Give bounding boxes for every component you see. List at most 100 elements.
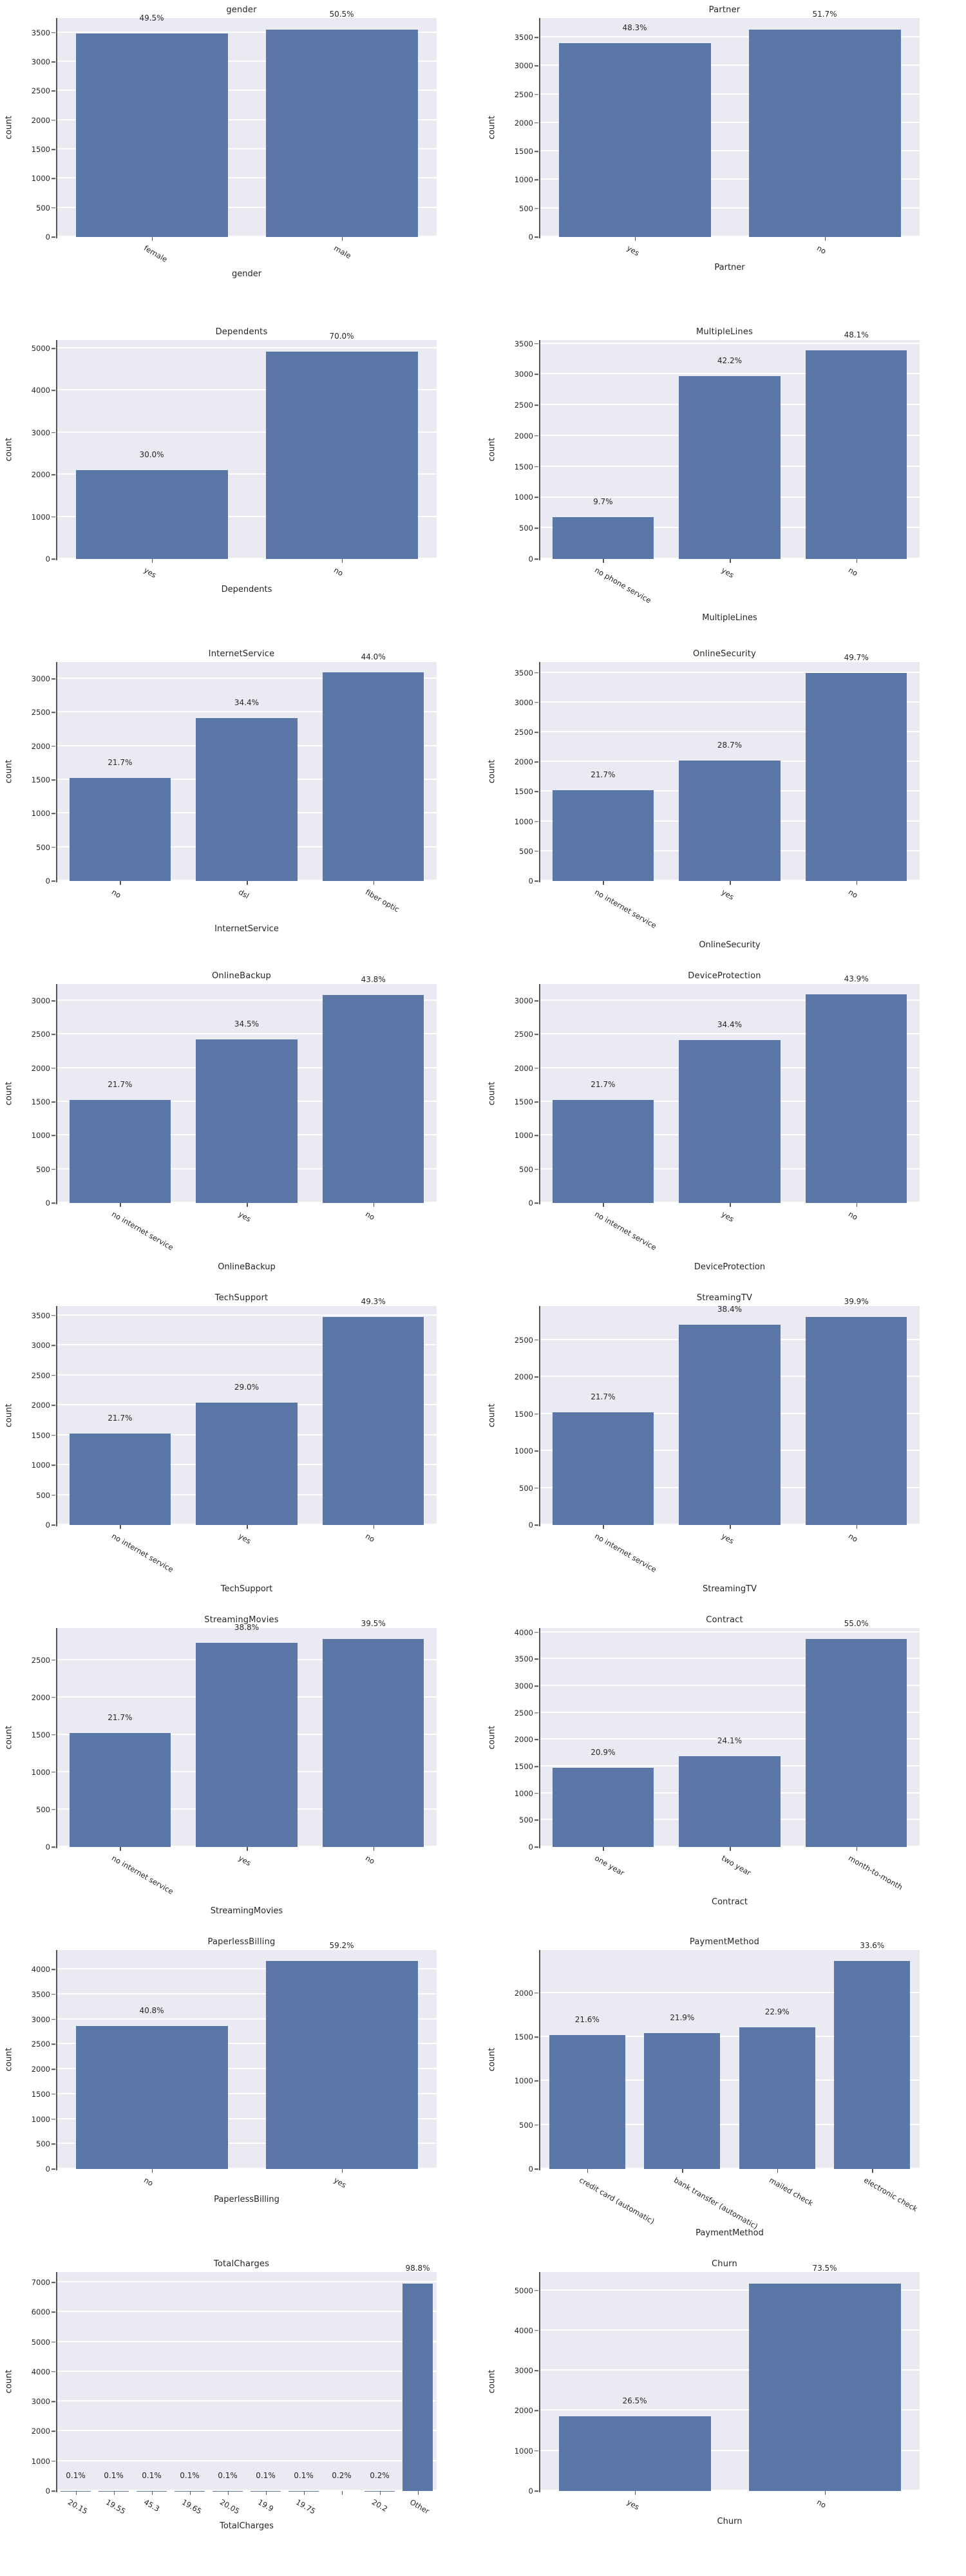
- y-tick-mark: [52, 178, 55, 180]
- y-tick-label: 0: [45, 232, 50, 242]
- gridline: [540, 2168, 920, 2169]
- bar-value-label: 34.4%: [234, 697, 260, 707]
- y-tick-label: 5000: [31, 2337, 50, 2347]
- bar: [69, 1434, 171, 1525]
- y-tick-mark: [52, 1315, 55, 1316]
- y-tick-label: 3000: [31, 2397, 50, 2407]
- y-tick-mark: [535, 122, 538, 124]
- bar-value-label: 73.5%: [812, 2263, 837, 2273]
- gridline: [540, 150, 920, 152]
- y-axis-label: count: [4, 1081, 14, 1106]
- x-tick-mark: [120, 1203, 121, 1207]
- y-tick-label: 3000: [514, 2366, 533, 2376]
- x-tick-label: yes: [332, 2175, 348, 2190]
- x-tick-label: no: [363, 1531, 377, 1544]
- y-axis: 0 1000 2000 3000 4000 5000: [483, 2272, 540, 2496]
- chart-panel-multiplelines: MultipleLines 9.7% 42.2% 48.1% 0 500 1000 1500 2…: [483, 322, 966, 644]
- y-tick-label: 4000: [31, 386, 50, 395]
- bar: [679, 1325, 781, 1525]
- bar-value-label: 43.9%: [844, 974, 869, 984]
- bar-value-label: 21.7%: [108, 758, 133, 768]
- y-axis-spine: [56, 662, 57, 882]
- x-axis-label: PaymentMethod: [696, 2228, 764, 2238]
- chart-cell: MultipleLines 9.7% 42.2% 48.1% 0 500 1000 1500 2…: [483, 322, 966, 644]
- y-tick-label: 2500: [31, 2040, 50, 2049]
- y-tick-mark: [52, 2069, 55, 2070]
- x-tick-label: credit card (automatic): [577, 2175, 656, 2226]
- chart-cell: StreamingTV 21.7% 38.4% 39.9% 0 500 1000 1500 20…: [483, 1288, 966, 1610]
- x-tick-mark: [303, 2491, 305, 2495]
- x-axis-label: OnlineSecurity: [699, 940, 761, 950]
- chart-title: Partner: [708, 5, 741, 15]
- y-tick-mark: [52, 1168, 55, 1170]
- y-tick-label: 2500: [31, 1655, 50, 1665]
- chart-panel-partner: Partner 48.3% 51.7% 0 500 1000 1500 2000 2500 300…: [483, 0, 966, 322]
- chart-title: Dependents: [215, 327, 268, 337]
- y-tick-label: 1000: [514, 1446, 533, 1456]
- chart-title: gender: [226, 5, 257, 15]
- x-tick-label: 20.15: [66, 2497, 90, 2516]
- plot-area: 21.7% 29.0% 49.3%: [57, 1297, 437, 1525]
- bar-series: 49.5% 50.5%: [57, 10, 437, 237]
- x-tick-mark: [824, 2491, 826, 2495]
- x-tick-mark: [777, 2169, 779, 2173]
- y-tick-label: 5000: [31, 344, 50, 354]
- y-tick-mark: [535, 2330, 538, 2331]
- y-tick-mark: [52, 846, 55, 848]
- y-tick-label: 3500: [514, 668, 533, 677]
- x-tick-mark: [113, 2491, 115, 2495]
- x-tick-label: no internet service: [593, 887, 659, 931]
- y-tick-label: 3000: [31, 2014, 50, 2024]
- chart-panel-paperlessbilling: PaperlessBilling 40.8% 59.2% 0 500 1000 1500 20…: [0, 1932, 483, 2254]
- gridline: [540, 121, 920, 123]
- bar-value-label: 34.5%: [234, 1019, 260, 1028]
- bar: [558, 2416, 711, 2491]
- gridline: [57, 2459, 437, 2461]
- y-tick-mark: [52, 1405, 55, 1406]
- x-tick-label: yes: [142, 565, 158, 580]
- bar: [364, 2490, 395, 2491]
- bar-value-label: 50.5%: [329, 9, 354, 19]
- gridline: [540, 731, 920, 733]
- x-tick-label: no internet service: [110, 1209, 176, 1253]
- chart-title: PaperlessBilling: [207, 1937, 276, 1947]
- y-tick-label: 2000: [514, 118, 533, 128]
- bar: [679, 1039, 781, 1203]
- x-tick-label: month-to-month: [846, 1853, 904, 1892]
- y-tick-mark: [52, 1524, 55, 1526]
- x-tick-mark: [265, 2491, 267, 2495]
- bar-series: 21.7% 34.4% 43.9%: [540, 974, 920, 1203]
- y-tick-label: 2500: [514, 90, 533, 99]
- bar: [196, 1642, 298, 1847]
- y-tick-mark: [535, 1766, 538, 1767]
- y-tick-mark: [535, 1101, 538, 1103]
- x-tick-mark: [856, 559, 858, 563]
- gridline: [57, 2370, 437, 2372]
- bar: [806, 1317, 907, 1525]
- y-tick-label: 0: [45, 876, 50, 886]
- y-tick-mark: [52, 149, 55, 150]
- x-axis-label: Partner: [714, 263, 745, 273]
- y-tick-mark: [52, 119, 55, 121]
- y-tick-mark: [52, 2490, 55, 2492]
- x-tick-mark: [151, 2491, 153, 2495]
- chart-panel-streamingtv: StreamingTV 21.7% 38.4% 39.9% 0 500 1000 1500 20…: [483, 1288, 966, 1610]
- bar-value-label: 30.0%: [139, 450, 164, 459]
- y-tick-mark: [52, 1135, 55, 1137]
- x-axis-label: Contract: [712, 1897, 748, 1907]
- y-axis-label: count: [487, 759, 497, 784]
- bar: [265, 351, 418, 559]
- bar-value-label: 0.2%: [370, 2470, 390, 2480]
- y-tick-label: 3000: [514, 697, 533, 707]
- gridlines: [57, 18, 437, 237]
- bar-value-label: 21.7%: [591, 1080, 616, 1090]
- y-tick-mark: [52, 2118, 55, 2120]
- y-tick-mark: [535, 761, 538, 762]
- bar-value-label: 43.8%: [361, 974, 386, 984]
- x-tick-label: yes: [720, 1531, 736, 1546]
- bar-value-label: 0.1%: [180, 2470, 200, 2480]
- chart-cell: Contract 20.9% 24.1% 55.0% 0 500 1000 1500 2000 2…: [483, 1610, 966, 1932]
- x-tick-mark: [373, 1203, 375, 1207]
- x-tick-mark: [730, 881, 731, 885]
- bar-value-label: 0.1%: [66, 2470, 86, 2480]
